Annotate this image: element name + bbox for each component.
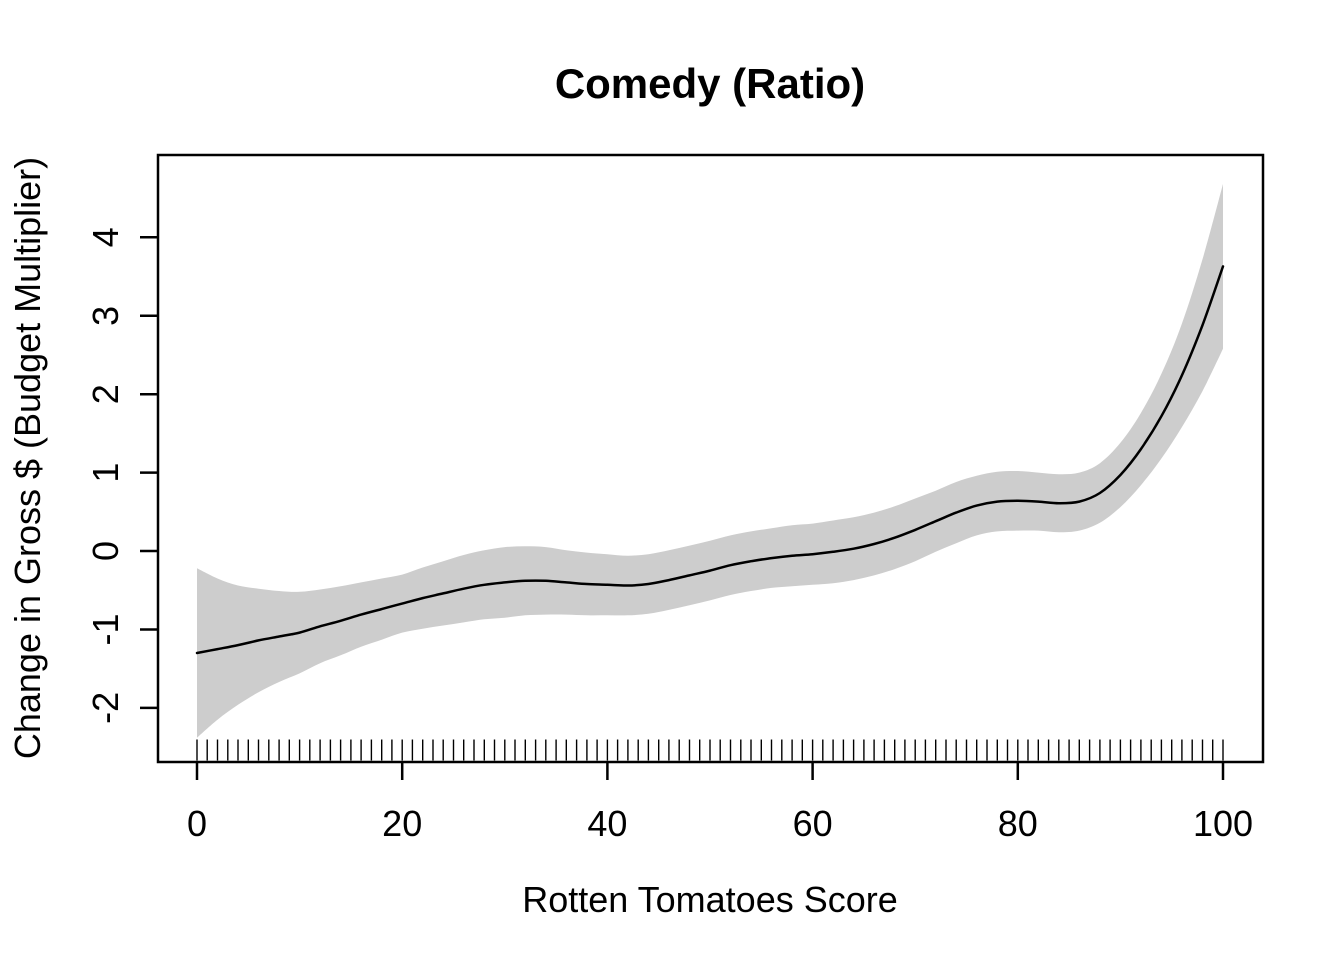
smoothed-mean-line (195, 265, 1225, 655)
y-tick-label: 4 (85, 227, 126, 247)
x-axis-title: Rotten Tomatoes Score (522, 879, 898, 920)
chart-title: Comedy (Ratio) (555, 60, 865, 107)
y-tick-label: 2 (85, 384, 126, 404)
confidence-band-area (197, 184, 1223, 738)
x-tick-label: 100 (1193, 803, 1253, 844)
y-tick-label: 0 (85, 541, 126, 561)
rug-ticks (196, 739, 1224, 761)
smoothed-mean-path (195, 265, 1225, 655)
plot-border (156, 153, 1265, 764)
x-tick-label: 60 (793, 803, 833, 844)
x-tick-label: 0 (187, 803, 207, 844)
y-tick-label: 3 (85, 306, 126, 326)
y-axis-title: Change in Gross $ (Budget Multiplier) (7, 157, 48, 759)
x-tick-label: 80 (998, 803, 1038, 844)
y-axis: -2 -1 0 1 2 3 4 (85, 227, 158, 724)
y-tick-label: -2 (85, 692, 126, 724)
y-tick-label: -1 (85, 613, 126, 645)
confidence-band (197, 184, 1223, 738)
x-tick-label: 20 (382, 803, 422, 844)
x-tick-label: 40 (587, 803, 627, 844)
y-tick-label: 1 (85, 463, 126, 483)
x-axis: 0 20 40 60 80 100 (187, 762, 1253, 844)
